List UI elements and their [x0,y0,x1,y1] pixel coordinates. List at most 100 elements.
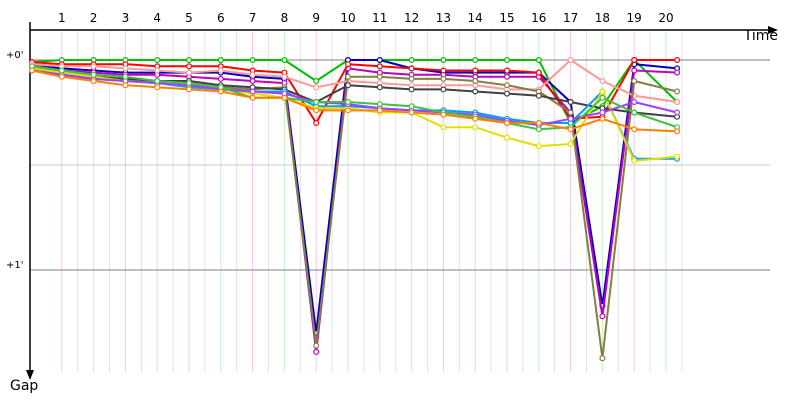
series-point [345,98,352,105]
lap-tick-label: 7 [249,11,257,25]
lap-tick-label: 17 [563,11,578,25]
series-point [440,67,447,74]
lap-tick-label: 12 [404,11,419,25]
series-point [122,73,129,80]
series-point [408,75,415,82]
lap-tick-label: 2 [90,11,98,25]
series-point [674,128,681,135]
series-point [376,73,383,80]
series-point [631,77,638,84]
series-point [504,82,511,89]
series-point [567,115,574,122]
series-point [217,75,224,82]
series-point [599,355,606,362]
lap-tick-label: 9 [312,11,320,25]
lap-tick-label: 19 [627,11,642,25]
series-point [674,98,681,105]
series-point [535,143,542,150]
series-point [376,63,383,70]
series-point [376,107,383,114]
series-line [31,67,678,360]
series-point [567,141,574,148]
lap-tick-label: 4 [153,11,161,25]
series-point [281,94,288,101]
series-point [408,103,415,110]
series-point [58,67,65,74]
tick-labels: 1 2 3 4 5 6 7 8 9 10 11 12 13 14 15 16 17 18 19 20+0'+1' [6,11,674,271]
series-point [504,134,511,141]
series-point [440,56,447,63]
series-point [58,73,65,80]
series-point [408,56,415,63]
series-point [567,56,574,63]
series-point [313,98,320,105]
y-axis-arrowhead [26,370,34,380]
x-axis-title: Time [743,28,778,44]
series-point [440,75,447,82]
series-point [249,88,256,95]
lap-tick-label: 10 [340,11,355,25]
series-point [217,88,224,95]
series-point [599,94,606,101]
series-point [249,94,256,101]
series-point [535,119,542,126]
series-point [186,56,193,63]
series-line [31,69,678,160]
series-point [674,69,681,76]
series-point [186,63,193,70]
series-point [154,56,161,63]
lap-tick-label: 5 [185,11,193,25]
lap-tick-label: 13 [436,11,451,25]
series-point [472,115,479,122]
series-point [472,124,479,131]
series-point [674,56,681,63]
series-point [631,67,638,74]
series-point [504,56,511,63]
lap-tick-label: 11 [372,11,387,25]
gap-tick-label: +0' [6,50,24,61]
gap-tick-label: +1' [6,260,24,271]
series-point [90,77,97,84]
y-axis-title: Gap [10,378,38,394]
series-point [674,153,681,160]
series-point [408,65,415,72]
lap-tick-label: 14 [468,11,483,25]
series-point [472,67,479,74]
series-point [154,77,161,84]
series-point [217,56,224,63]
series-point [90,63,97,70]
series-point [599,88,606,95]
series-point [631,126,638,133]
series-point [599,115,606,122]
series-point [631,56,638,63]
series-point [186,69,193,76]
series-point [674,109,681,116]
axes: Time Gap [10,22,778,394]
series-point [313,342,320,349]
series-point [472,77,479,84]
series-point [281,56,288,63]
lap-tick-label: 16 [531,11,546,25]
lap-tick-label: 1 [58,11,66,25]
series-point [313,348,320,355]
series-lines [29,56,681,362]
series-point [535,126,542,133]
series-point [504,119,511,126]
series-point [29,67,36,74]
series-point [313,77,320,84]
series-point [440,111,447,118]
series-point [186,80,193,87]
series-point [440,86,447,93]
series-point [504,73,511,80]
series-point [217,67,224,74]
series-point [599,77,606,84]
series-point [345,82,352,89]
series-point [122,82,129,89]
series-point [535,92,542,99]
series-point [599,109,606,116]
series-point [313,84,320,91]
series-point [376,101,383,108]
series-point [440,124,447,131]
series-point [345,73,352,80]
lap-tick-label: 8 [281,11,289,25]
